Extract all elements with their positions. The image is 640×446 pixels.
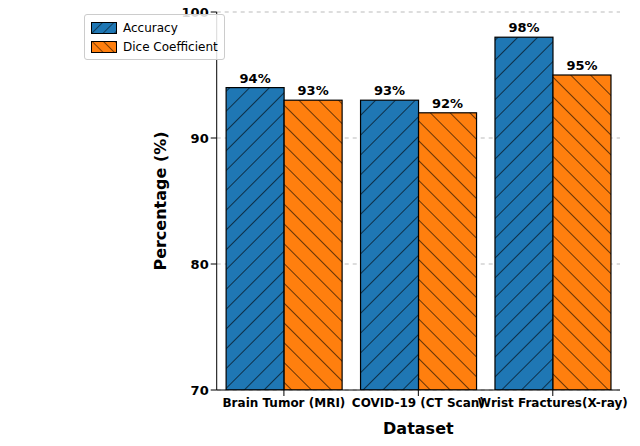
svg-text:80: 80 <box>191 257 209 272</box>
svg-text:Brain Tumor (MRI): Brain Tumor (MRI) <box>222 396 345 410</box>
html-text:Accuracy: Accuracy <box>123 20 178 35</box>
svg-text:93%: 93% <box>374 83 405 98</box>
svg-text:95%: 95% <box>566 58 597 73</box>
svg-text:COVID-19 (CT Scan): COVID-19 (CT Scan) <box>352 396 485 410</box>
svg-text:93%: 93% <box>298 83 329 98</box>
html-text:Dice Coefficient: Dice Coefficient <box>123 39 218 54</box>
svg-text:Wrist Fractures(X-ray): Wrist Fractures(X-ray) <box>478 396 628 410</box>
svg-text:94%: 94% <box>240 71 271 86</box>
svg-text:Percentage (%): Percentage (%) <box>151 131 170 270</box>
svg-text:100: 100 <box>182 5 209 20</box>
svg-text:Dataset: Dataset <box>383 419 454 438</box>
svg-text:98%: 98% <box>508 20 539 35</box>
svg-text:92%: 92% <box>432 96 463 111</box>
svg-text:70: 70 <box>191 383 209 398</box>
svg-text:90: 90 <box>191 131 209 146</box>
